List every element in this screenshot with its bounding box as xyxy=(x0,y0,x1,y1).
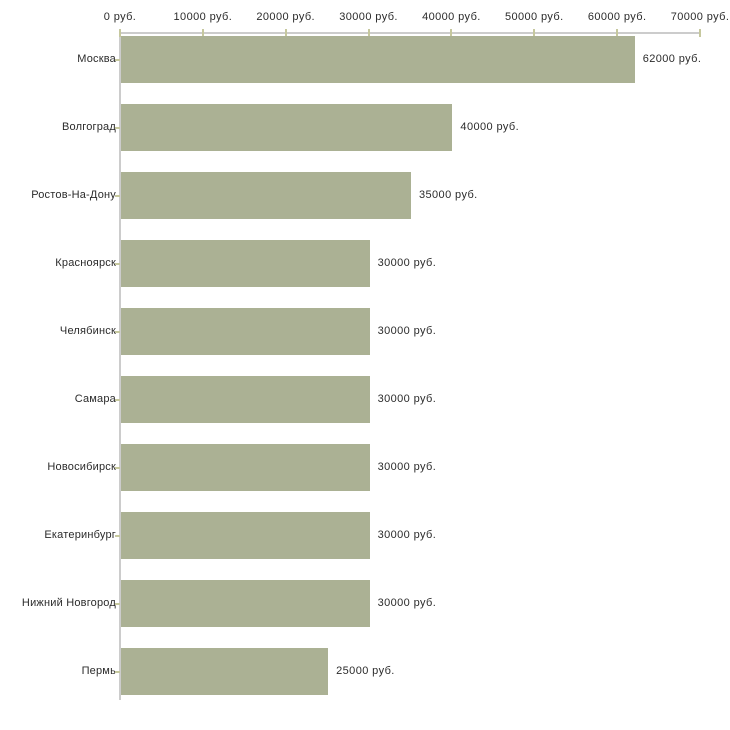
y-axis-tick xyxy=(115,263,120,265)
bar xyxy=(121,580,370,627)
x-axis-tick-label: 20000 руб. xyxy=(256,11,316,23)
value-label: 30000 руб. xyxy=(377,325,437,337)
category-label: Пермь xyxy=(81,665,116,677)
bar-row: Самара 30000 руб. xyxy=(0,376,730,423)
category-label: Самара xyxy=(74,393,116,405)
bar-row: Красноярск 30000 руб. xyxy=(0,240,730,287)
category-label: Челябинск xyxy=(59,325,116,337)
bar-row: Екатеринбург 30000 руб. xyxy=(0,512,730,559)
x-axis-tick-label: 70000 руб. xyxy=(670,11,730,23)
bar xyxy=(121,104,453,151)
value-label: 30000 руб. xyxy=(377,461,437,473)
x-axis-tick-label: 60000 руб. xyxy=(587,11,647,23)
category-label: Волгоград xyxy=(62,121,116,133)
bar xyxy=(121,512,370,559)
category-label: Нижний Новгород xyxy=(21,597,116,609)
bar xyxy=(121,172,411,219)
x-axis-tick xyxy=(284,29,287,37)
x-axis-tick xyxy=(699,29,701,37)
bar-row: Нижний Новгород 30000 руб. xyxy=(0,580,730,627)
x-axis-tick xyxy=(616,29,619,37)
y-axis-tick xyxy=(115,127,120,129)
x-axis-tick xyxy=(367,29,370,37)
category-label: Москва xyxy=(77,53,116,65)
bar-row: Ростов-На-Дону 35000 руб. xyxy=(0,172,730,219)
bar xyxy=(121,36,635,83)
y-axis-tick xyxy=(115,195,120,197)
value-label: 35000 руб. xyxy=(419,189,478,201)
x-axis-tick-label: 40000 руб. xyxy=(422,11,481,23)
x-axis-tick-label: 30000 руб. xyxy=(339,11,398,23)
category-label: Екатеринбург xyxy=(44,529,116,541)
y-axis-tick xyxy=(115,603,120,605)
y-axis-tick xyxy=(115,399,120,401)
value-label: 30000 руб. xyxy=(377,529,437,541)
bar-row: Волгоград 40000 руб. xyxy=(0,104,730,151)
bar xyxy=(121,376,370,423)
y-axis-tick xyxy=(115,535,120,537)
category-label: Ростов-На-Дону xyxy=(31,189,116,201)
x-axis-tick xyxy=(201,29,204,37)
value-label: 40000 руб. xyxy=(460,121,520,133)
category-label: Красноярск xyxy=(55,257,116,269)
value-label: 62000 руб. xyxy=(642,53,702,65)
y-axis-tick xyxy=(115,59,120,61)
category-label: Новосибирск xyxy=(47,461,116,473)
value-label: 25000 руб. xyxy=(336,665,395,677)
x-axis-tick xyxy=(119,29,121,37)
x-axis-tick-label: 50000 руб. xyxy=(504,11,564,23)
y-axis-tick xyxy=(115,671,120,673)
y-axis-tick xyxy=(115,467,120,469)
value-label: 30000 руб. xyxy=(377,597,437,609)
bar xyxy=(121,648,329,695)
bar-row: Новосибирск 30000 руб. xyxy=(0,444,730,491)
bar-row: Москва 62000 руб. xyxy=(0,36,730,83)
bar xyxy=(121,240,370,287)
x-axis-line xyxy=(120,32,701,34)
bar xyxy=(121,308,370,355)
x-axis-tick-label: 0 руб. xyxy=(103,11,137,23)
x-axis-tick xyxy=(533,29,536,37)
bar xyxy=(121,444,370,491)
value-label: 30000 руб. xyxy=(377,257,437,269)
value-label: 30000 руб. xyxy=(377,393,437,405)
y-axis-line xyxy=(119,32,121,700)
x-axis-tick xyxy=(450,29,453,37)
y-axis-tick xyxy=(115,331,120,333)
bar-row: Пермь 25000 руб. xyxy=(0,648,730,695)
x-axis-tick-label: 10000 руб. xyxy=(173,11,233,23)
bar-row: Челябинск 30000 руб. xyxy=(0,308,730,355)
